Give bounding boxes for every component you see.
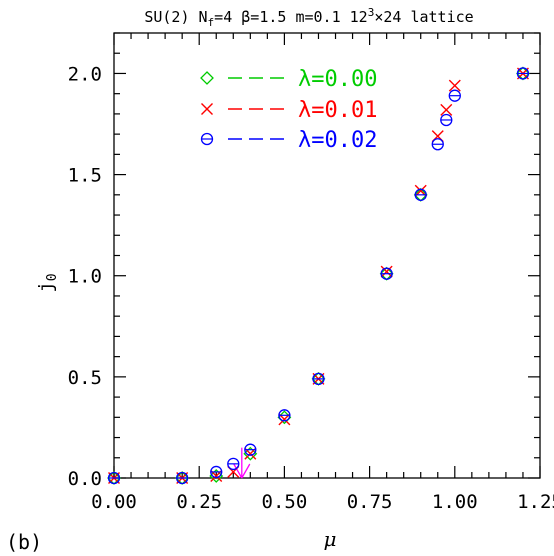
legend-entry: λ=0.02 (200, 128, 377, 153)
x-tick-label: 0.00 (91, 491, 137, 513)
marker-cross-stroke (448, 79, 461, 92)
x-tick-labels: 0.00 0.25 0.50 0.75 1.00 1.25 (91, 491, 554, 513)
marker-cross-stroke (201, 103, 213, 115)
panel-label: (b) (6, 530, 42, 554)
x-tick-label: 1.25 (517, 491, 554, 513)
marker-diamond (277, 410, 292, 425)
marker-diamond (200, 71, 214, 85)
marker-circle (414, 188, 427, 201)
legend: λ=0.00 λ=0.01 λ=0.02 (200, 67, 377, 153)
marker-cross (201, 103, 213, 115)
marker-circle (176, 471, 189, 485)
marker-circle (516, 67, 530, 80)
data-markers (107, 66, 530, 485)
marker-diamond (209, 469, 224, 483)
x-tick-label: 0.50 (262, 491, 308, 513)
x-tick-label: 0.75 (347, 491, 393, 513)
marker-circle (312, 372, 325, 386)
marker-circle (448, 89, 461, 102)
x-tick-label: 1.00 (432, 491, 478, 513)
marker-circle (244, 443, 257, 456)
marker-cross (448, 79, 461, 92)
legend-label: λ=0.02 (298, 128, 377, 153)
marker-circle (107, 471, 121, 485)
y-tick-label: 1.5 (68, 165, 102, 187)
legend-entry: λ=0.00 (200, 67, 377, 92)
axis-ticks (113, 32, 541, 479)
legend-label: λ=0.00 (298, 67, 377, 92)
y-tick-label: 1.0 (68, 266, 102, 288)
marker-cross-stroke (380, 265, 393, 278)
marker-circle (431, 138, 444, 151)
marker-cross (440, 103, 453, 116)
marker-cross-stroke (440, 103, 453, 116)
legend-label: λ=0.01 (298, 98, 377, 123)
marker-cross (380, 265, 393, 278)
marker-circle (278, 409, 291, 422)
marker-circle (380, 267, 393, 280)
annotation-arrow (233, 447, 251, 479)
y-tick-label: 0.5 (68, 367, 102, 389)
y-tick-label: 0.0 (68, 468, 102, 490)
y-axis-label: j0 (35, 273, 60, 292)
y-tick-labels: 0.0 0.5 1.0 1.5 2.0 (68, 63, 102, 490)
chart-title: SU(2) Nf=4 β=1.5 m=0.1 123×24 lattice (144, 6, 473, 29)
series-circle (107, 67, 530, 485)
marker-circle (210, 465, 223, 479)
legend-entry: λ=0.01 (201, 98, 377, 123)
marker-circle (200, 132, 214, 146)
x-axis-label: μ (324, 527, 337, 551)
arrow-head-right (241, 463, 251, 479)
y-tick-label: 2.0 (68, 63, 102, 85)
marker-circle (227, 457, 240, 470)
marker-circle (440, 113, 453, 127)
x-tick-label: 0.25 (176, 491, 222, 513)
marker-diamond (243, 446, 258, 461)
arrow-head-left (233, 463, 243, 479)
